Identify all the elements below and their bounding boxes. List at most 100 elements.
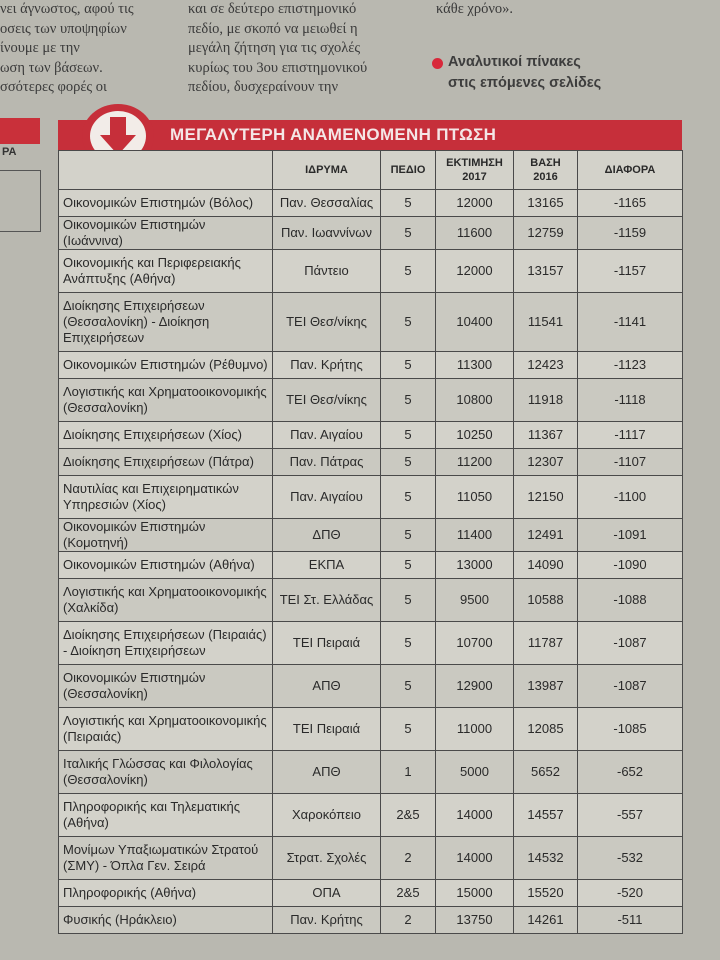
table-row: Οικονομικών Επιστημών (Βόλος) Παν. Θεσσαλ… bbox=[58, 189, 683, 217]
table-cell: Παν. Αιγαίου bbox=[272, 475, 381, 519]
table-cell: ΔΠΘ bbox=[272, 518, 381, 552]
table-row: Οικονομικής και Περιφερειακής Ανάπτυξης … bbox=[58, 249, 683, 293]
table-cell: 5 bbox=[380, 518, 436, 552]
article-line: οσεις των υποψηφίων bbox=[0, 20, 127, 37]
table-cell: 13157 bbox=[513, 249, 578, 293]
table-row: Οικονομικών Επιστημών (Ιωάννινα) Παν. Ιωα… bbox=[58, 216, 683, 250]
article-line: πεδίο, με σκοπό να μειωθεί η bbox=[188, 20, 358, 37]
table-row: Οικονομικών Επιστημών (Θεσσαλονίκη) ΑΠΘ 5 1… bbox=[58, 664, 683, 708]
program-cell: Ιταλικής Γλώσσας και Φιλολογίας (Θεσσαλο… bbox=[58, 750, 273, 794]
table-cell: 2&5 bbox=[380, 879, 436, 907]
table-cell: 5 bbox=[380, 551, 436, 579]
program-cell: Ναυτιλίας και Επιχειρηματικών Υπηρεσιών … bbox=[58, 475, 273, 519]
table-row: Λογιστικής και Χρηματοοικονομικής (Χαλκί… bbox=[58, 578, 683, 622]
table-cell: 11200 bbox=[435, 448, 514, 476]
table-cell: 10400 bbox=[435, 292, 514, 352]
table-cell: ΑΠΘ bbox=[272, 664, 381, 708]
table-cell: Παν. Αιγαίου bbox=[272, 421, 381, 449]
table-cell: 12085 bbox=[513, 707, 578, 751]
header-cell: ΔΙΑΦΟΡΑ bbox=[577, 150, 683, 190]
program-cell: Οικονομικής και Περιφερειακής Ανάπτυξης … bbox=[58, 249, 273, 293]
table-cell: -1141 bbox=[577, 292, 683, 352]
header-row: ΙΔΡΥΜΑ ΠΕΔΙΟ ΕΚΤΙΜΗΣΗ 2017 ΒΑΣΗ 2016 ΔΙΑΦΟΡΑ bbox=[58, 150, 683, 190]
article-line: κάθε χρόνο». bbox=[436, 1, 514, 17]
table-cell: 12307 bbox=[513, 448, 578, 476]
table-cell: -557 bbox=[577, 793, 683, 837]
fragment-header: ΡΑ bbox=[2, 146, 17, 158]
table-cell: 14090 bbox=[513, 551, 578, 579]
table-row: Πληροφορικής (Αθήνα) ΟΠΑ 2&5 15000 15520 -520 bbox=[58, 879, 683, 907]
table-cell: Παν. Κρήτης bbox=[272, 351, 381, 379]
table-cell: 13000 bbox=[435, 551, 514, 579]
table-cell: 5 bbox=[380, 664, 436, 708]
table-cell: 10250 bbox=[435, 421, 514, 449]
article-line: σσότερες φορές οι bbox=[0, 79, 107, 95]
table-cell: 15520 bbox=[513, 879, 578, 907]
table-cell: 10588 bbox=[513, 578, 578, 622]
table-cell: 12491 bbox=[513, 518, 578, 552]
table-cell: Παν. Κρήτης bbox=[272, 906, 381, 934]
program-cell: Λογιστικής και Χρηματοοικονομικής (Χαλκί… bbox=[58, 578, 273, 622]
table-cell: 12759 bbox=[513, 216, 578, 250]
table-cell: -511 bbox=[577, 906, 683, 934]
table-cell: 5 bbox=[380, 351, 436, 379]
program-cell: Οικονομικών Επιστημών (Κομοτηνή) bbox=[58, 518, 273, 552]
table-cell: -1159 bbox=[577, 216, 683, 250]
table-cell: ΤΕΙ Θεσ/νίκης bbox=[272, 292, 381, 352]
table-row: Διοίκησης Επιχειρήσεων (Πάτρα) Παν. Πάτρα… bbox=[58, 448, 683, 476]
article-column: νει άγνωστος, αφού τις οσεις των υποψηφίω… bbox=[0, 0, 134, 98]
table-cell: 2 bbox=[380, 906, 436, 934]
table-row: Διοίκησης Επιχειρήσεων (Θεσσαλονίκη) - Δ… bbox=[58, 292, 683, 352]
sidebar-note: Αναλυτικοί πίνακες στις επόμενες σελίδες bbox=[448, 52, 601, 94]
table-cell: 14000 bbox=[435, 793, 514, 837]
table-cell: ΤΕΙ Θεσ/νίκης bbox=[272, 378, 381, 422]
table-cell: 14557 bbox=[513, 793, 578, 837]
program-cell: Λογιστικής και Χρηματοοικονομικής (Θεσσα… bbox=[58, 378, 273, 422]
table-cell: 5 bbox=[380, 378, 436, 422]
table-row: Ναυτιλίας και Επιχειρηματικών Υπηρεσιών … bbox=[58, 475, 683, 519]
program-cell: Διοίκησης Επιχειρήσεων (Χίος) bbox=[58, 421, 273, 449]
table-row: Λογιστικής και Χρηματοοικονομικής (Θεσσα… bbox=[58, 378, 683, 422]
fragment-table bbox=[0, 170, 41, 232]
table-cell: 14261 bbox=[513, 906, 578, 934]
table-cell: 10700 bbox=[435, 621, 514, 665]
table-cell: 10800 bbox=[435, 378, 514, 422]
table-cell: -520 bbox=[577, 879, 683, 907]
table-row: Ιταλικής Γλώσσας και Φιλολογίας (Θεσσαλο… bbox=[58, 750, 683, 794]
table-cell: 11400 bbox=[435, 518, 514, 552]
header-cell: ΠΕΔΙΟ bbox=[380, 150, 436, 190]
table-cell: 5 bbox=[380, 475, 436, 519]
fragment-bar bbox=[0, 118, 40, 144]
table-cell: 12000 bbox=[435, 249, 514, 293]
program-cell: Φυσικής (Ηράκλειο) bbox=[58, 906, 273, 934]
table-cell: Πάντειο bbox=[272, 249, 381, 293]
table-cell: ΤΕΙ Στ. Ελλάδας bbox=[272, 578, 381, 622]
table-cell: Παν. Ιωαννίνων bbox=[272, 216, 381, 250]
table-cell: -652 bbox=[577, 750, 683, 794]
table-cell: 12900 bbox=[435, 664, 514, 708]
table-cell: 5 bbox=[380, 249, 436, 293]
table-cell: -532 bbox=[577, 836, 683, 880]
table-row: Πληροφορικής και Τηλεματικής (Αθήνα) Χαρο… bbox=[58, 793, 683, 837]
article-line: πεδίου, δυσχεραίνουν την bbox=[188, 79, 339, 95]
table-cell: 2&5 bbox=[380, 793, 436, 837]
program-cell: Οικονομικών Επιστημών (Ρέθυμνο) bbox=[58, 351, 273, 379]
table-cell: ΤΕΙ Πειραιά bbox=[272, 621, 381, 665]
article-column: κάθε χρόνο». bbox=[436, 0, 513, 20]
table-row: Μονίμων Υπαξιωματικών Στρατού (ΣΜΥ) - Όπ… bbox=[58, 836, 683, 880]
table-cell: -1091 bbox=[577, 518, 683, 552]
article-line: ίνουμε με την bbox=[0, 40, 80, 56]
table-cell: -1118 bbox=[577, 378, 683, 422]
table-cell: -1107 bbox=[577, 448, 683, 476]
table-cell: 5 bbox=[380, 621, 436, 665]
table-cell: 11050 bbox=[435, 475, 514, 519]
table-cell: 5 bbox=[380, 216, 436, 250]
program-cell: Διοίκησης Επιχειρήσεων (Πάτρα) bbox=[58, 448, 273, 476]
table-cell: 13750 bbox=[435, 906, 514, 934]
note-bullet bbox=[432, 58, 443, 69]
table-cell: ΑΠΘ bbox=[272, 750, 381, 794]
table-row: Λογιστικής και Χρηματοοικονομικής (Πειρα… bbox=[58, 707, 683, 751]
table-cell: ΤΕΙ Πειραιά bbox=[272, 707, 381, 751]
program-cell: Οικονομικών Επιστημών (Ιωάννινα) bbox=[58, 216, 273, 250]
table-cell: 1 bbox=[380, 750, 436, 794]
